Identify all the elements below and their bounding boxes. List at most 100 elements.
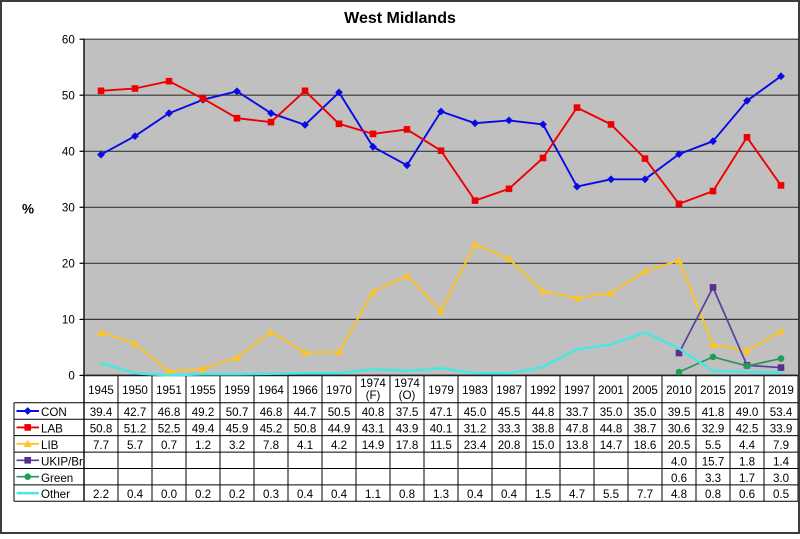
svg-text:40.1: 40.1: [430, 423, 453, 436]
svg-text:14.7: 14.7: [600, 439, 623, 452]
svg-text:20.5: 20.5: [668, 439, 691, 452]
svg-text:1.1: 1.1: [365, 488, 381, 501]
svg-text:2005: 2005: [632, 384, 658, 397]
svg-text:32.9: 32.9: [702, 423, 725, 436]
svg-text:15.7: 15.7: [702, 455, 725, 468]
svg-text:1951: 1951: [156, 384, 182, 397]
svg-text:35.0: 35.0: [634, 406, 657, 419]
svg-text:1.4: 1.4: [773, 455, 790, 468]
svg-text:43.9: 43.9: [396, 423, 419, 436]
svg-text:50.8: 50.8: [90, 423, 113, 436]
svg-text:33.7: 33.7: [566, 406, 589, 419]
svg-text:2.2: 2.2: [93, 488, 109, 501]
svg-text:50: 50: [62, 89, 75, 102]
svg-text:4.4: 4.4: [739, 439, 756, 452]
svg-text:0.2: 0.2: [229, 488, 245, 501]
svg-text:41.8: 41.8: [702, 406, 725, 419]
svg-text:13.8: 13.8: [566, 439, 589, 452]
svg-text:40: 40: [62, 146, 75, 159]
svg-text:4.7: 4.7: [569, 488, 585, 501]
svg-text:4.0: 4.0: [671, 455, 687, 468]
svg-text:39.5: 39.5: [668, 406, 691, 419]
svg-text:1974: 1974: [360, 377, 386, 390]
svg-text:50.5: 50.5: [328, 406, 351, 419]
svg-text:1964: 1964: [258, 384, 284, 397]
svg-text:4.2: 4.2: [331, 439, 347, 452]
svg-text:1.7: 1.7: [739, 472, 755, 485]
svg-text:Other: Other: [41, 488, 70, 501]
svg-text:33.9: 33.9: [770, 423, 793, 436]
svg-text:60: 60: [62, 33, 75, 46]
svg-text:45.0: 45.0: [464, 406, 487, 419]
svg-text:45.2: 45.2: [260, 423, 283, 436]
svg-text:0: 0: [68, 370, 74, 383]
svg-text:46.8: 46.8: [260, 406, 283, 419]
svg-text:10: 10: [62, 314, 75, 327]
svg-text:1974: 1974: [394, 377, 420, 390]
svg-text:45.5: 45.5: [498, 406, 521, 419]
svg-text:0.7: 0.7: [161, 439, 177, 452]
svg-text:4.1: 4.1: [297, 439, 313, 452]
svg-text:1992: 1992: [530, 384, 556, 397]
svg-text:1987: 1987: [496, 384, 522, 397]
svg-text:1.2: 1.2: [195, 439, 211, 452]
svg-text:2010: 2010: [666, 384, 692, 397]
svg-text:35.0: 35.0: [600, 406, 623, 419]
svg-text:49.0: 49.0: [736, 406, 759, 419]
svg-text:0.6: 0.6: [739, 488, 755, 501]
svg-text:23.4: 23.4: [464, 439, 487, 452]
svg-text:17.8: 17.8: [396, 439, 419, 452]
svg-text:47.8: 47.8: [566, 423, 589, 436]
svg-text:45.9: 45.9: [226, 423, 249, 436]
svg-text:53.4: 53.4: [770, 406, 793, 419]
svg-text:1970: 1970: [326, 384, 352, 397]
svg-text:20.8: 20.8: [498, 439, 521, 452]
svg-text:2001: 2001: [598, 384, 624, 397]
svg-text:2017: 2017: [734, 384, 760, 397]
svg-text:1945: 1945: [88, 384, 114, 397]
svg-text:42.7: 42.7: [124, 406, 147, 419]
svg-text:West Midlands: West Midlands: [344, 10, 456, 27]
svg-text:0.8: 0.8: [705, 488, 721, 501]
svg-text:(O): (O): [399, 389, 416, 402]
svg-text:14.9: 14.9: [362, 439, 385, 452]
svg-text:46.8: 46.8: [158, 406, 181, 419]
svg-text:0.8: 0.8: [399, 488, 415, 501]
svg-text:1.3: 1.3: [433, 488, 449, 501]
svg-text:0.3: 0.3: [263, 488, 279, 501]
svg-text:44.7: 44.7: [294, 406, 317, 419]
svg-text:3.0: 3.0: [773, 472, 789, 485]
svg-text:1.5: 1.5: [535, 488, 551, 501]
svg-text:33.3: 33.3: [498, 423, 521, 436]
svg-text:7.7: 7.7: [93, 439, 109, 452]
svg-text:2015: 2015: [700, 384, 726, 397]
svg-text:1983: 1983: [462, 384, 488, 397]
svg-text:0.4: 0.4: [127, 488, 144, 501]
svg-text:1.8: 1.8: [739, 455, 755, 468]
svg-text:3.3: 3.3: [705, 472, 721, 485]
svg-text:5.5: 5.5: [603, 488, 619, 501]
svg-text:49.4: 49.4: [192, 423, 215, 436]
svg-text:44.9: 44.9: [328, 423, 351, 436]
svg-text:1955: 1955: [190, 384, 216, 397]
svg-text:3.2: 3.2: [229, 439, 245, 452]
svg-text:1979: 1979: [428, 384, 454, 397]
svg-text:30.6: 30.6: [668, 423, 691, 436]
svg-text:47.1: 47.1: [430, 406, 453, 419]
svg-text:%: %: [22, 202, 34, 217]
svg-text:1950: 1950: [122, 384, 148, 397]
svg-text:2019: 2019: [768, 384, 794, 397]
svg-text:40.8: 40.8: [362, 406, 385, 419]
svg-text:44.8: 44.8: [532, 406, 555, 419]
svg-text:UKIP/Br: UKIP/Br: [41, 455, 83, 468]
svg-text:LAB: LAB: [41, 423, 63, 436]
svg-text:0.0: 0.0: [161, 488, 177, 501]
svg-text:5.5: 5.5: [705, 439, 721, 452]
svg-text:(F): (F): [366, 389, 381, 402]
svg-text:42.5: 42.5: [736, 423, 759, 436]
svg-text:Green: Green: [41, 472, 73, 485]
svg-text:39.4: 39.4: [90, 406, 113, 419]
svg-text:50.8: 50.8: [294, 423, 317, 436]
svg-text:51.2: 51.2: [124, 423, 147, 436]
svg-text:52.5: 52.5: [158, 423, 181, 436]
